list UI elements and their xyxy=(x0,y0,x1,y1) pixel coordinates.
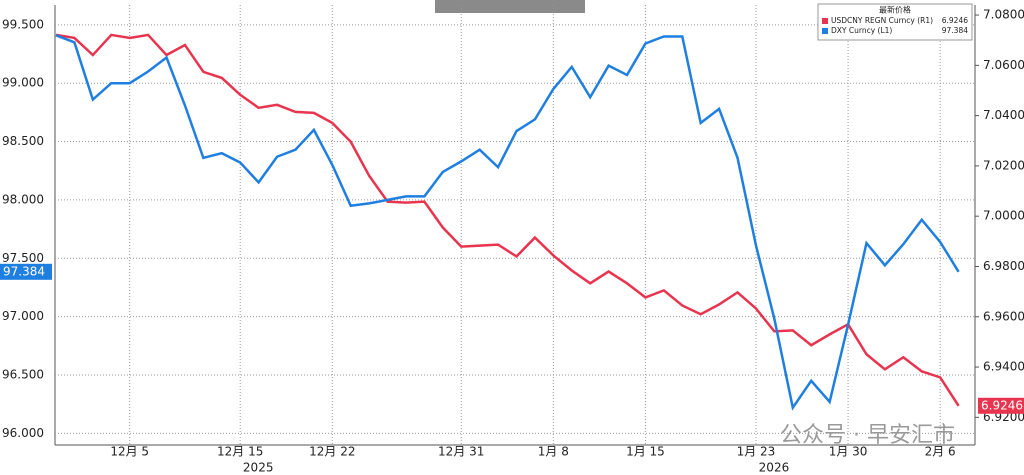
last-value-box xyxy=(978,397,1024,414)
y-tick-label: 96.000 xyxy=(2,426,44,440)
legend-value: 97.384 xyxy=(942,26,968,35)
legend-swatch xyxy=(822,18,828,24)
y2-tick-label: 6.9400 xyxy=(983,360,1024,374)
y-tick-label: 99.500 xyxy=(2,17,44,31)
x-tick-label: 2月 6 xyxy=(925,445,956,459)
last-value-label: 97.384 xyxy=(3,264,45,278)
year-label: 2025 xyxy=(243,461,274,475)
x-tick-label: 1月 15 xyxy=(626,445,665,459)
legend-swatch xyxy=(822,28,828,34)
y2-tick-label: 7.0400 xyxy=(983,108,1024,122)
toolbar xyxy=(435,0,585,13)
legend-title: 最新价格 xyxy=(879,5,911,15)
x-tick-label: 12月 31 xyxy=(438,445,484,459)
legend-box xyxy=(817,3,973,41)
x-tick-label: 1月 8 xyxy=(538,445,569,459)
series-line xyxy=(55,34,960,411)
year-label: 2026 xyxy=(759,461,790,475)
y-tick-label: 98.500 xyxy=(2,134,44,148)
y-tick-label: 97.000 xyxy=(2,309,44,323)
y-tick-label: 99.000 xyxy=(2,76,44,90)
y2-tick-label: 7.0000 xyxy=(983,209,1024,223)
x-tick-label: 12月 5 xyxy=(110,445,149,459)
y2-tick-label: 6.9600 xyxy=(983,309,1024,323)
last-value-label: 6.9246 xyxy=(981,398,1023,412)
x-tick-label: 12月 22 xyxy=(309,445,355,459)
watermark: 公众号 · 早安汇市 xyxy=(780,423,955,448)
legend-label: USDCNY REGN Curncy (R1) xyxy=(831,16,933,25)
x-tick-label: 1月 23 xyxy=(737,445,776,459)
series-line xyxy=(55,33,960,407)
y-tick-label: 97.500 xyxy=(2,251,44,265)
x-tick-label: 12月 15 xyxy=(217,445,263,459)
y-tick-label: 96.500 xyxy=(2,367,44,381)
y2-tick-label: 6.9800 xyxy=(983,259,1024,273)
x-tick-label: 1月 30 xyxy=(829,445,868,459)
last-value-box xyxy=(0,263,52,280)
y2-tick-label: 7.0200 xyxy=(983,158,1024,172)
y-tick-label: 98.000 xyxy=(2,192,44,206)
y2-tick-label: 7.0800 xyxy=(983,8,1024,22)
y2-tick-label: 7.0600 xyxy=(983,58,1024,72)
legend-value: 6.9246 xyxy=(942,16,968,25)
legend-label: DXY Curncy (L1) xyxy=(831,26,892,35)
